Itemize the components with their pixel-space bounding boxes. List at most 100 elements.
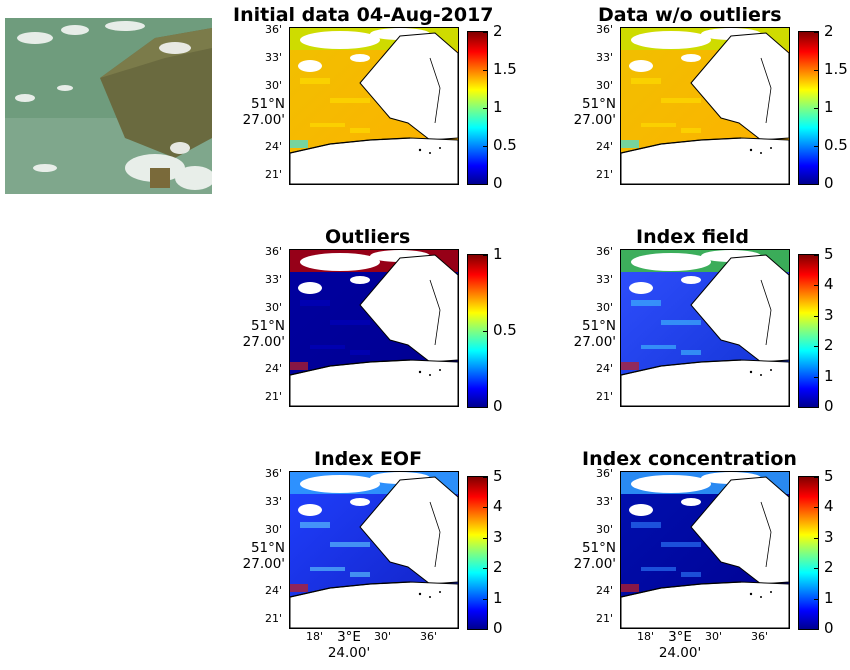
lat-tick-label: 21' xyxy=(265,390,283,403)
lat-min: 27.00' xyxy=(242,334,285,350)
lon-main-label: 3°E 24.00' xyxy=(650,629,710,661)
lat-main-label: 51°N 27.00' xyxy=(243,96,285,128)
colorbar-tick xyxy=(483,507,487,509)
map-image xyxy=(620,27,790,185)
colorbar-tick xyxy=(814,507,818,509)
lat-tick-label: 30' xyxy=(596,79,614,92)
panel-title: Index EOF xyxy=(314,448,423,470)
colorbar-tick xyxy=(814,70,818,71)
lat-deg: 51°N xyxy=(250,540,285,556)
colorbar-tick-label: 1 xyxy=(493,588,503,607)
lat-tick-label: 36' xyxy=(596,467,614,480)
colorbar xyxy=(467,476,488,630)
lat-tick-label: 24' xyxy=(596,584,614,597)
colorbar-tick-label: 0 xyxy=(493,174,503,192)
map-image xyxy=(620,249,790,407)
lat-tick-label: 21' xyxy=(596,612,614,625)
lat-tick-label: 30' xyxy=(265,301,283,314)
colorbar-tick xyxy=(483,146,487,147)
colorbar-tick-label: 1 xyxy=(824,98,834,116)
panel-title: Outliers xyxy=(325,226,411,248)
colorbar-tick xyxy=(483,108,487,109)
colorbar-tick xyxy=(483,32,487,33)
panel-title: Data w/o outliers xyxy=(598,4,782,26)
lat-deg: 51°N xyxy=(581,318,616,334)
colorbar-tick xyxy=(814,32,818,33)
lat-min: 27.00' xyxy=(573,556,616,572)
lon-min: 24.00' xyxy=(327,645,371,661)
colorbar-tick-label: 0 xyxy=(824,174,834,192)
colorbar-tick-label: 2 xyxy=(493,558,503,577)
colorbar-tick-label: 3 xyxy=(824,305,834,324)
colorbar-tick xyxy=(814,315,818,317)
colorbar xyxy=(798,476,819,630)
lat-deg: 51°N xyxy=(250,318,285,334)
colorbar-tick-label: 3 xyxy=(824,527,834,546)
colorbar-tick-label: 4 xyxy=(824,497,834,516)
lat-tick-label: 24' xyxy=(265,362,283,375)
lat-tick-label: 36' xyxy=(265,245,283,258)
colorbar-tick xyxy=(483,407,487,408)
colorbar-tick xyxy=(814,407,818,408)
colorbar xyxy=(467,254,488,408)
colorbar-tick-label: 2 xyxy=(824,558,834,577)
lat-tick-label: 36' xyxy=(265,467,283,480)
lon-tick-label: 36' xyxy=(751,630,769,643)
lat-tick-label: 36' xyxy=(265,23,283,36)
colorbar-tick-label: 2 xyxy=(824,336,834,355)
colorbar-tick-label: 0 xyxy=(493,397,503,415)
lat-tick-label: 24' xyxy=(265,140,283,153)
colorbar-tick xyxy=(814,346,818,348)
map-image xyxy=(289,27,459,185)
lat-tick-label: 33' xyxy=(265,273,283,286)
colorbar-tick xyxy=(483,477,487,478)
lon-deg: 3°E xyxy=(337,629,361,645)
colorbar-tick-label: 5 xyxy=(824,245,834,263)
colorbar-tick-label: 0 xyxy=(493,619,503,637)
colorbar xyxy=(798,254,819,408)
colorbar-tick-label: 0 xyxy=(824,397,834,415)
colorbar-tick-label: 1.5 xyxy=(824,60,848,78)
lat-tick-label: 36' xyxy=(596,23,614,36)
colorbar-tick xyxy=(814,108,818,109)
colorbar-tick xyxy=(483,629,487,630)
colorbar-tick xyxy=(814,184,818,185)
satellite-thumbnail xyxy=(5,18,212,194)
map-image xyxy=(620,471,790,629)
colorbar-tick xyxy=(483,568,487,570)
lon-tick-label: 30' xyxy=(374,630,392,643)
colorbar-tick xyxy=(814,255,818,256)
colorbar-tick xyxy=(483,598,487,600)
lat-deg: 51°N xyxy=(581,96,616,112)
lon-deg: 3°E xyxy=(668,629,692,645)
colorbar-tick xyxy=(483,184,487,185)
lon-tick-label: 30' xyxy=(705,630,723,643)
lat-tick-label: 33' xyxy=(596,273,614,286)
lat-min: 27.00' xyxy=(242,556,285,572)
colorbar-tick xyxy=(814,285,818,287)
colorbar-tick-label: 2 xyxy=(824,22,834,40)
lat-min: 27.00' xyxy=(573,112,616,128)
lat-min: 27.00' xyxy=(573,334,616,350)
lat-tick-label: 24' xyxy=(596,362,614,375)
lat-main-label: 51°N 27.00' xyxy=(574,318,616,350)
lon-tick-label: 18' xyxy=(637,630,655,643)
colorbar-tick-label: 3 xyxy=(493,527,503,546)
lon-tick-label: 18' xyxy=(306,630,324,643)
colorbar-tick xyxy=(814,477,818,478)
lat-tick-label: 33' xyxy=(265,495,283,508)
colorbar xyxy=(467,31,488,185)
colorbar-tick-label: 1.5 xyxy=(493,60,517,78)
lat-tick-label: 21' xyxy=(265,168,283,181)
colorbar-tick xyxy=(814,629,818,630)
colorbar-tick xyxy=(814,598,818,600)
colorbar-tick xyxy=(483,331,487,332)
lat-tick-label: 30' xyxy=(596,301,614,314)
lat-tick-label: 30' xyxy=(596,523,614,536)
colorbar-tick-label: 1 xyxy=(824,366,834,385)
colorbar-tick xyxy=(483,255,487,256)
colorbar-tick xyxy=(814,537,818,539)
lat-tick-label: 33' xyxy=(265,51,283,64)
lat-tick-label: 21' xyxy=(596,168,614,181)
colorbar-tick-label: 2 xyxy=(493,22,503,40)
